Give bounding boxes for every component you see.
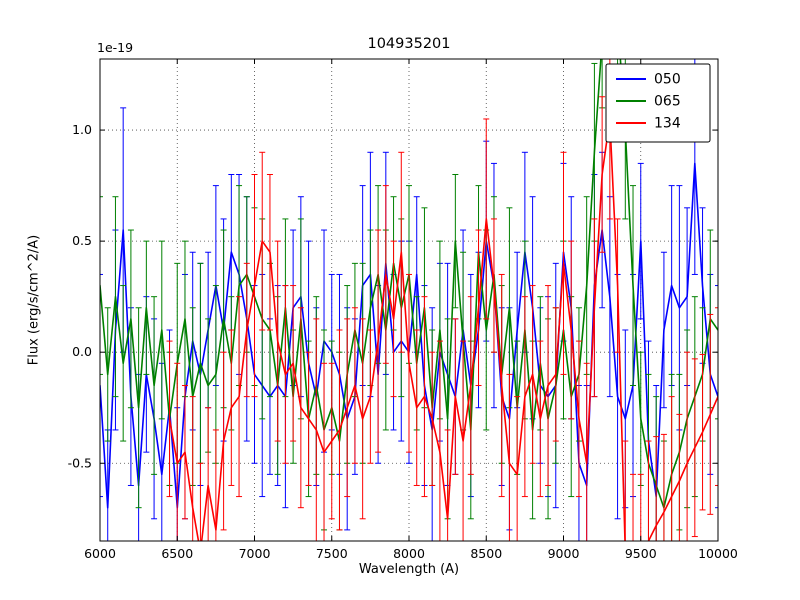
legend-label-065: 065 — [654, 94, 681, 110]
x-tick-label: 6500 — [161, 546, 193, 561]
x-tick-label: 8500 — [470, 546, 502, 561]
chart-title: 104935201 — [367, 36, 451, 52]
x-tick-label: 8000 — [393, 546, 425, 561]
x-tick-label: 10000 — [698, 546, 738, 561]
y-tick-label: 0.5 — [72, 233, 92, 248]
series-errorbars-134 — [166, 59, 718, 541]
y-axis-label: Flux (erg/s/cm^2/A) — [26, 234, 42, 366]
legend-label-134: 134 — [654, 116, 681, 132]
x-tick-label: 6000 — [84, 546, 116, 561]
x-tick-label: 7500 — [316, 546, 348, 561]
y-axis-offset-label: 1e-19 — [97, 40, 134, 55]
legend: 050 065 134 — [605, 63, 711, 143]
y-tick-label: -0.5 — [68, 455, 92, 470]
data-layer — [100, 59, 718, 541]
y-tick-label: 0.0 — [72, 344, 92, 359]
legend-label-050: 050 — [654, 72, 681, 88]
x-tick-label: 7000 — [239, 546, 271, 561]
x-axis-label: Wavelength (A) — [358, 562, 460, 577]
y-tick-label: 1.0 — [72, 122, 92, 137]
x-tick-label: 9500 — [625, 546, 657, 561]
x-tick-label: 9000 — [548, 546, 580, 561]
series-line-134 — [168, 118, 718, 541]
